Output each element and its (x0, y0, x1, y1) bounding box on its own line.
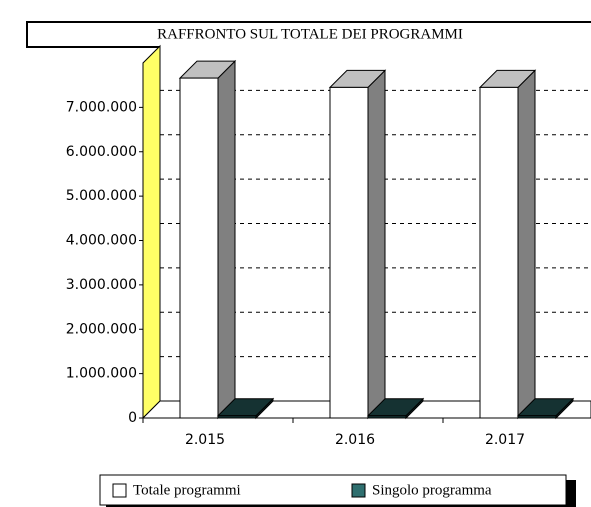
legend-swatch (351, 483, 366, 498)
bar-side (367, 69, 386, 420)
legend-label: Singolo programma (372, 482, 492, 498)
bar (217, 415, 257, 419)
bar (179, 77, 219, 419)
y-tick-label: 7.000.000 (66, 99, 137, 115)
x-tick-label: 2.016 (335, 432, 375, 448)
left-wall (142, 44, 161, 420)
y-tick-label: 5.000.000 (66, 188, 137, 204)
y-tick-label: 0 (128, 410, 137, 426)
legend-swatch (112, 483, 127, 498)
bar-side (517, 69, 536, 420)
bar (329, 86, 369, 419)
x-tick-label: 2.017 (485, 432, 525, 448)
title-box (26, 21, 591, 48)
y-tick-label: 2.000.000 (66, 321, 137, 337)
legend-label: Totale programmi (133, 482, 241, 498)
bar (479, 86, 519, 419)
y-tick-label: 3.000.000 (66, 277, 137, 293)
y-tick-label: 1.000.000 (66, 366, 137, 382)
chart-title: RAFFRONTO SUL TOTALE DEI PROGRAMMI (157, 26, 463, 42)
y-tick-label: 4.000.000 (66, 233, 137, 249)
x-tick-label: 2.015 (185, 432, 225, 448)
legend-items: Totale programmi Singolo programma (112, 482, 492, 498)
bar (517, 415, 557, 419)
bar (367, 415, 407, 419)
y-tick-label: 6.000.000 (66, 144, 137, 160)
legend (99, 474, 567, 506)
bar-side (217, 59, 236, 420)
plot: 0 1.000.000 2.000.000 3.000.000 4.000.000 5.0… (66, 44, 591, 448)
